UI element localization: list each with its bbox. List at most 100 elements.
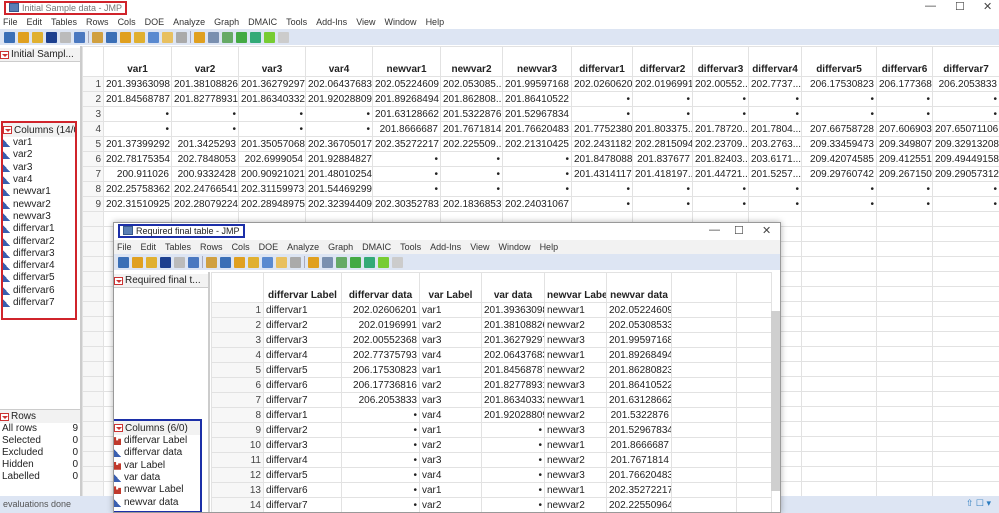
menu-item[interactable]: Graph: [214, 17, 240, 27]
toolbar-button-icon[interactable]: [120, 31, 131, 43]
column-header[interactable]: var4: [305, 46, 373, 77]
table-cell[interactable]: •: [571, 181, 633, 197]
row-number[interactable]: 9: [211, 422, 264, 438]
table-cell[interactable]: [876, 451, 933, 467]
table-cell[interactable]: •: [440, 166, 503, 182]
row-number[interactable]: 5: [82, 136, 104, 152]
toolbar-button-icon[interactable]: [392, 256, 403, 268]
table-cell[interactable]: 207.66758728: [801, 121, 877, 137]
table-cell[interactable]: 202.24766541: [171, 181, 239, 197]
table-cell[interactable]: newvar1: [544, 437, 607, 453]
table-cell[interactable]: •: [238, 121, 306, 137]
table-cell[interactable]: newvar2: [544, 452, 607, 468]
table-cell[interactable]: [801, 256, 877, 272]
table-cell[interactable]: [801, 226, 877, 242]
table-cell[interactable]: [736, 497, 772, 512]
column-list-item[interactable]: var data: [114, 472, 200, 484]
table-cell[interactable]: 201.86280823: [606, 362, 672, 378]
column-header[interactable]: differvar3: [692, 46, 749, 77]
table-cell[interactable]: 202.00552...: [692, 76, 749, 92]
table-cell[interactable]: 202.0196991: [341, 317, 420, 333]
table-cell[interactable]: •: [305, 106, 373, 122]
table-cell[interactable]: •: [801, 196, 877, 212]
main-maximize-button[interactable]: ☐: [955, 1, 965, 13]
table-cell[interactable]: 201.63128662: [606, 392, 672, 408]
row-number[interactable]: 8: [82, 181, 104, 197]
table-cell[interactable]: 207.606903...: [876, 121, 933, 137]
table-cell[interactable]: •: [632, 91, 693, 107]
table-cell[interactable]: •: [341, 497, 420, 512]
table-cell[interactable]: 207.65071106: [932, 121, 999, 137]
table-cell[interactable]: 201.3425293: [171, 136, 239, 152]
row-number[interactable]: 5: [211, 362, 264, 378]
table-row[interactable]: 13 differvar6 • var1 • newvar1 202.35272217: [211, 482, 772, 498]
table-cell[interactable]: [801, 286, 877, 302]
table-cell[interactable]: [932, 346, 999, 362]
main-close-button[interactable]: ✕: [983, 1, 993, 13]
toolbar-button-icon[interactable]: [290, 256, 301, 268]
table-cell[interactable]: 202.23709...: [692, 136, 749, 152]
table-cell[interactable]: •: [571, 106, 633, 122]
table-cell[interactable]: 202.2815094: [632, 136, 693, 152]
table-cell[interactable]: 201.84568787: [481, 362, 545, 378]
table-cell[interactable]: differvar5: [263, 467, 342, 483]
table-cell[interactable]: [671, 422, 737, 438]
table-cell[interactable]: 209.33459473: [801, 136, 877, 152]
table-cell[interactable]: •: [171, 106, 239, 122]
toolbar-button-icon[interactable]: [276, 256, 287, 268]
main-table-panel[interactable]: Initial Sampl...: [0, 48, 80, 62]
table-cell[interactable]: 201.8666687: [606, 437, 672, 453]
table-cell[interactable]: •: [692, 91, 749, 107]
table-cell[interactable]: 201.43141174: [571, 166, 633, 182]
toolbar-button-icon[interactable]: [350, 256, 361, 268]
table-cell[interactable]: [876, 331, 933, 347]
row-number[interactable]: 1: [82, 76, 104, 92]
row-number[interactable]: 1: [211, 302, 264, 318]
table-cell[interactable]: 201.84568787: [103, 91, 172, 107]
table-cell[interactable]: var4: [419, 407, 482, 423]
table-cell[interactable]: •: [932, 91, 999, 107]
row-number[interactable]: [82, 391, 104, 407]
column-header[interactable]: var3: [238, 46, 306, 77]
row-number[interactable]: [82, 331, 104, 347]
table-cell[interactable]: •: [372, 151, 441, 167]
table-cell[interactable]: •: [238, 106, 306, 122]
table-cell[interactable]: [801, 361, 877, 377]
table-cell[interactable]: •: [481, 467, 545, 483]
table-cell[interactable]: •: [692, 196, 749, 212]
table-cell[interactable]: [932, 466, 999, 482]
table-cell[interactable]: 202.02606201: [571, 76, 633, 92]
table-cell[interactable]: [876, 376, 933, 392]
table-cell[interactable]: differvar7: [263, 497, 342, 512]
row-number[interactable]: [82, 436, 104, 452]
row-number[interactable]: [82, 316, 104, 332]
menu-item[interactable]: Edit: [140, 242, 157, 252]
table-cell[interactable]: newvar3: [544, 467, 607, 483]
column-header[interactable]: differvar Label: [263, 272, 342, 303]
column-list-item[interactable]: differvar4: [3, 260, 75, 272]
table-row[interactable]: 10 differvar3 • var2 • newvar1 201.8666687: [211, 437, 772, 453]
table-row[interactable]: 5 differvar5 206.17530823 var1 201.84568787 n…: [211, 362, 772, 378]
row-number[interactable]: 3: [211, 332, 264, 348]
table-cell[interactable]: •: [876, 181, 933, 197]
table-cell[interactable]: 201.99597168: [606, 332, 672, 348]
toolbar-button-icon[interactable]: [148, 31, 159, 43]
toolbar-button-icon[interactable]: [74, 31, 85, 43]
red-triangle-icon[interactable]: [114, 276, 123, 285]
row-number[interactable]: 4: [82, 121, 104, 137]
table-cell[interactable]: •: [341, 467, 420, 483]
table-cell[interactable]: [876, 256, 933, 272]
table-cell[interactable]: 201.86340332: [481, 392, 545, 408]
toolbar-button-icon[interactable]: [92, 31, 103, 43]
table-cell[interactable]: •: [876, 91, 933, 107]
table-cell[interactable]: [736, 437, 772, 453]
table-row[interactable]: 11 differvar4 • var3 • newvar2 201.7671814: [211, 452, 772, 468]
table-cell[interactable]: newvar2: [544, 317, 607, 333]
table-cell[interactable]: 202.24311829: [571, 136, 633, 152]
table-cell[interactable]: [671, 497, 737, 512]
table-cell[interactable]: •: [440, 151, 503, 167]
table-cell[interactable]: 201.37399292: [103, 136, 172, 152]
toolbar-button-icon[interactable]: [278, 31, 289, 43]
table-cell[interactable]: •: [103, 121, 172, 137]
table-cell[interactable]: [736, 362, 772, 378]
